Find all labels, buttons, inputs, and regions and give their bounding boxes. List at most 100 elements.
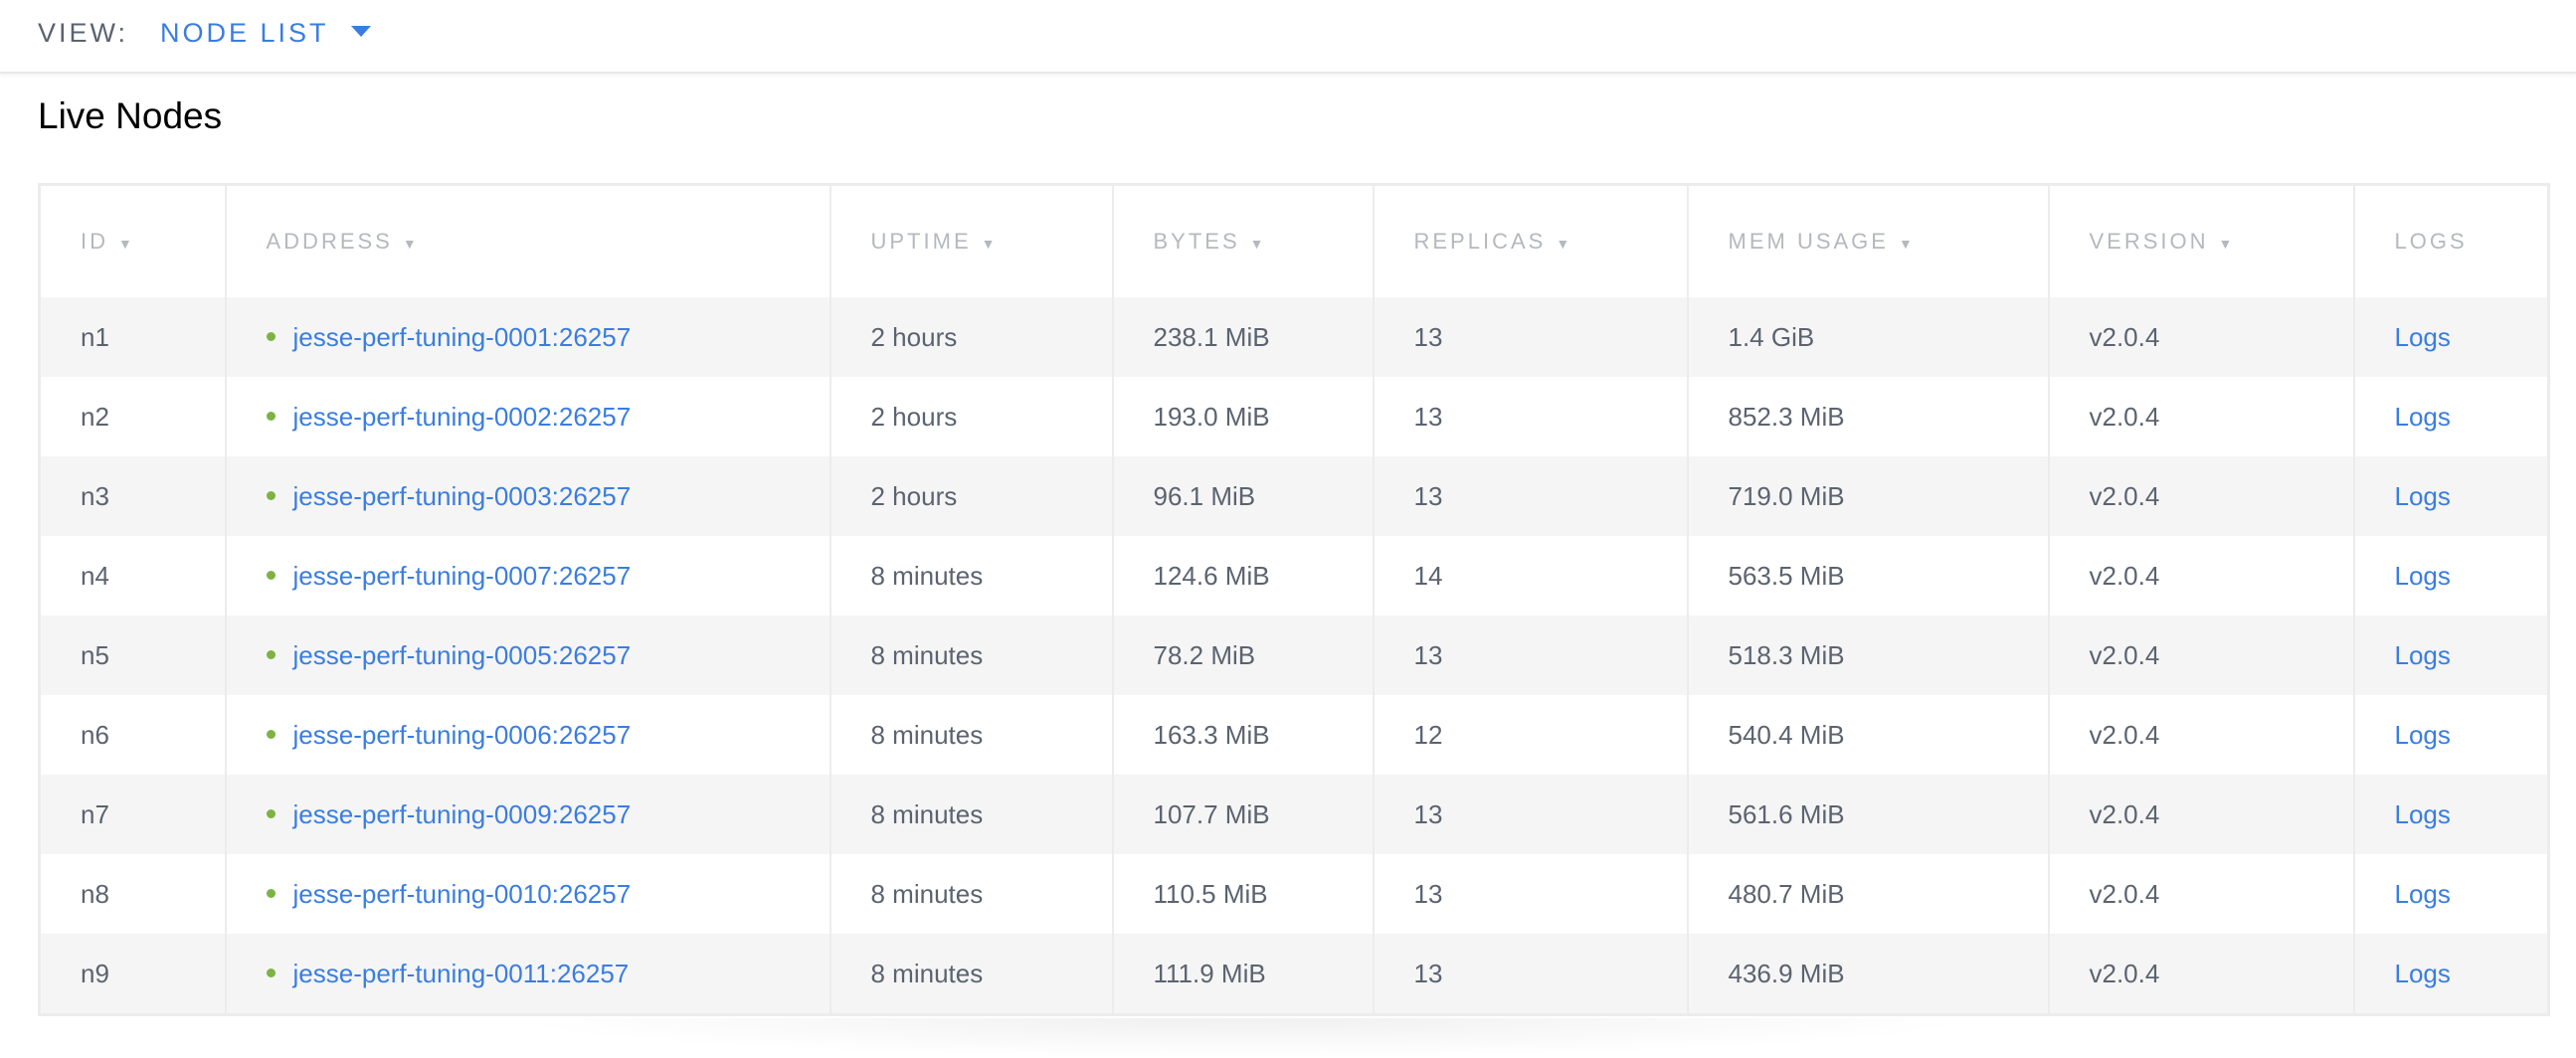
node-address-link[interactable]: jesse-perf-tuning-0010:26257 xyxy=(292,878,632,909)
table-row: n1 jesse-perf-tuning-0001:26257 2 hours 238… xyxy=(38,297,2550,377)
cell-logs: Logs xyxy=(2352,934,2550,1015)
cell-address: jesse-perf-tuning-0009:26257 xyxy=(224,775,831,854)
cell-logs: Logs xyxy=(2352,536,2550,616)
table-row: n5 jesse-perf-tuning-0005:26257 8 minutes 7… xyxy=(38,616,2550,695)
column-header-bytes[interactable]: BYTES ▼ xyxy=(1111,184,1375,297)
logs-link[interactable]: Logs xyxy=(2394,798,2451,829)
cell-id: n6 xyxy=(38,695,227,775)
status-live-dot-icon xyxy=(266,969,276,978)
cell-uptime: 8 minutes xyxy=(828,934,1114,1015)
cell-version: v2.0.4 xyxy=(2047,377,2355,456)
status-live-dot-icon xyxy=(266,650,276,660)
sort-arrow-icon: ▼ xyxy=(981,236,999,252)
cell-replicas: 13 xyxy=(1372,854,1689,934)
view-dropdown[interactable]: NODE LIST xyxy=(160,18,371,49)
cell-id: n7 xyxy=(38,775,227,854)
view-label: VIEW: xyxy=(38,18,129,48)
cell-replicas: 13 xyxy=(1372,297,1689,377)
column-header-mem[interactable]: MEM USAGE ▼ xyxy=(1686,184,2050,297)
cell-uptime: 8 minutes xyxy=(828,775,1114,854)
cell-id: n4 xyxy=(38,536,227,616)
column-header-label: REPLICAS xyxy=(1413,229,1547,254)
logs-link[interactable]: Logs xyxy=(2394,321,2451,352)
table-header-row: ID ▼ ADDRESS ▼ UPTIME ▼ BYTES ▼ REPLICAS ▼ MEM USA… xyxy=(38,184,2550,297)
table-row: n6 jesse-perf-tuning-0006:26257 8 minutes 1… xyxy=(38,695,2550,775)
column-header-logs: LOGS xyxy=(2352,184,2550,297)
logs-link[interactable]: Logs xyxy=(2394,958,2451,988)
cell-mem: 540.4 MiB xyxy=(1686,695,2050,775)
status-live-dot-icon xyxy=(266,730,276,740)
column-header-label: UPTIME xyxy=(870,229,972,254)
logs-link[interactable]: Logs xyxy=(2394,560,2451,591)
node-address-link[interactable]: jesse-perf-tuning-0005:26257 xyxy=(292,639,632,670)
cell-logs: Logs xyxy=(2352,695,2550,775)
logs-link[interactable]: Logs xyxy=(2394,719,2451,750)
node-address-link[interactable]: jesse-perf-tuning-0011:26257 xyxy=(292,958,630,988)
cell-mem: 719.0 MiB xyxy=(1686,456,2050,536)
column-header-address[interactable]: ADDRESS ▼ xyxy=(224,184,831,297)
cell-uptime: 2 hours xyxy=(828,377,1114,456)
column-header-replicas[interactable]: REPLICAS ▼ xyxy=(1372,184,1689,297)
cell-address: jesse-perf-tuning-0005:26257 xyxy=(224,616,831,695)
column-header-label: ID xyxy=(81,229,108,254)
cell-replicas: 13 xyxy=(1372,377,1689,456)
status-live-dot-icon xyxy=(266,412,276,422)
cell-uptime: 8 minutes xyxy=(828,695,1114,775)
table-row: n2 jesse-perf-tuning-0002:26257 2 hours 193… xyxy=(38,377,2550,456)
cell-logs: Logs xyxy=(2352,377,2550,456)
cell-address: jesse-perf-tuning-0007:26257 xyxy=(224,536,831,616)
node-address-link[interactable]: jesse-perf-tuning-0007:26257 xyxy=(292,560,632,591)
column-header-version[interactable]: VERSION ▼ xyxy=(2047,184,2355,297)
logs-link[interactable]: Logs xyxy=(2394,401,2451,432)
caret-down-icon xyxy=(350,26,371,38)
cell-id: n2 xyxy=(38,377,227,456)
node-address-link[interactable]: jesse-perf-tuning-0006:26257 xyxy=(292,719,632,750)
cell-uptime: 2 hours xyxy=(828,456,1114,536)
view-bar: VIEW: NODE LIST xyxy=(0,0,2576,74)
sort-arrow-icon: ▼ xyxy=(118,236,135,252)
cell-version: v2.0.4 xyxy=(2047,934,2355,1015)
status-live-dot-icon xyxy=(266,809,276,819)
cell-uptime: 8 minutes xyxy=(828,616,1114,695)
cell-id: n8 xyxy=(38,854,227,934)
sort-arrow-icon: ▼ xyxy=(1249,236,1267,252)
cell-bytes: 124.6 MiB xyxy=(1111,536,1375,616)
cell-version: v2.0.4 xyxy=(2047,536,2355,616)
column-header-uptime[interactable]: UPTIME ▼ xyxy=(828,184,1114,297)
sort-arrow-icon: ▼ xyxy=(2218,236,2236,252)
table-row: n4 jesse-perf-tuning-0007:26257 8 minutes 1… xyxy=(38,536,2550,616)
column-header-label: LOGS xyxy=(2394,229,2468,254)
cell-uptime: 2 hours xyxy=(828,297,1114,377)
logs-link[interactable]: Logs xyxy=(2394,480,2451,511)
table-row: n8 jesse-perf-tuning-0010:26257 8 minutes 1… xyxy=(38,854,2550,934)
cell-uptime: 8 minutes xyxy=(828,536,1114,616)
cell-uptime: 8 minutes xyxy=(828,854,1114,934)
cell-bytes: 111.9 MiB xyxy=(1111,934,1375,1015)
logs-link[interactable]: Logs xyxy=(2394,639,2451,670)
cell-address: jesse-perf-tuning-0002:26257 xyxy=(224,377,831,456)
node-address-link[interactable]: jesse-perf-tuning-0001:26257 xyxy=(292,321,632,352)
logs-link[interactable]: Logs xyxy=(2394,878,2451,909)
cell-mem: 561.6 MiB xyxy=(1686,775,2050,854)
column-header-label: VERSION xyxy=(2089,229,2209,254)
cell-replicas: 13 xyxy=(1372,456,1689,536)
cell-version: v2.0.4 xyxy=(2047,695,2355,775)
sort-arrow-icon: ▼ xyxy=(1556,236,1573,252)
column-header-label: BYTES xyxy=(1153,229,1240,254)
table-row: n9 jesse-perf-tuning-0011:26257 8 minutes 1… xyxy=(38,934,2550,1015)
status-live-dot-icon xyxy=(266,491,276,501)
node-address-link[interactable]: jesse-perf-tuning-0003:26257 xyxy=(292,480,632,511)
cell-version: v2.0.4 xyxy=(2047,854,2355,934)
column-header-id[interactable]: ID ▼ xyxy=(38,184,227,297)
column-header-label: ADDRESS xyxy=(266,229,393,254)
cell-mem: 518.3 MiB xyxy=(1686,616,2050,695)
node-address-link[interactable]: jesse-perf-tuning-0002:26257 xyxy=(292,401,632,432)
cell-version: v2.0.4 xyxy=(2047,456,2355,536)
cell-bytes: 107.7 MiB xyxy=(1111,775,1375,854)
cell-id: n3 xyxy=(38,456,227,536)
table-body: n1 jesse-perf-tuning-0001:26257 2 hours 238… xyxy=(38,297,2550,1015)
cell-logs: Logs xyxy=(2352,456,2550,536)
cell-logs: Logs xyxy=(2352,854,2550,934)
node-address-link[interactable]: jesse-perf-tuning-0009:26257 xyxy=(292,798,632,829)
cell-replicas: 13 xyxy=(1372,616,1689,695)
